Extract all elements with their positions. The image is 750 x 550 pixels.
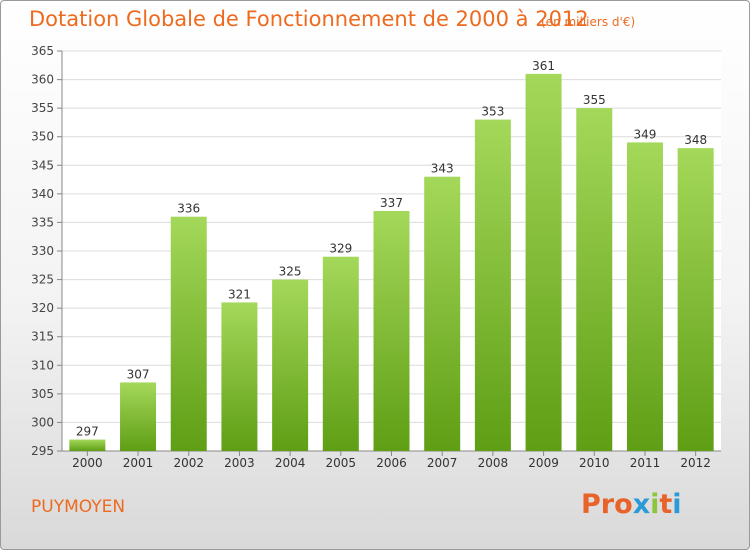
logo-letter: P bbox=[581, 489, 601, 520]
chart-subtitle: (en milliers d'€) bbox=[541, 15, 636, 29]
x-tick-label: 2004 bbox=[275, 456, 306, 470]
y-tick-label: 320 bbox=[31, 301, 54, 315]
x-tick-label: 2007 bbox=[427, 456, 458, 470]
bar bbox=[474, 119, 511, 452]
y-tick-label: 350 bbox=[31, 130, 54, 144]
x-tick-label: 2009 bbox=[528, 456, 559, 470]
x-tick-label: 2011 bbox=[630, 456, 661, 470]
y-tick-label: 330 bbox=[31, 244, 54, 258]
x-tick-label: 2003 bbox=[224, 456, 255, 470]
bar-value-label: 343 bbox=[431, 162, 454, 176]
bar bbox=[424, 176, 461, 451]
y-tick-label: 310 bbox=[31, 358, 54, 372]
bar bbox=[69, 439, 106, 451]
y-tick-label: 315 bbox=[31, 330, 54, 344]
bar-value-label: 361 bbox=[532, 59, 555, 73]
bar-value-label: 348 bbox=[684, 133, 707, 147]
bar-value-label: 329 bbox=[329, 242, 352, 256]
y-tick-label: 365 bbox=[31, 44, 54, 58]
x-tick-label: 2005 bbox=[326, 456, 357, 470]
bar-value-label: 355 bbox=[583, 93, 606, 107]
x-tick-label: 2008 bbox=[478, 456, 509, 470]
logo-letter: r bbox=[600, 489, 615, 520]
bar bbox=[272, 279, 309, 451]
bar bbox=[170, 216, 207, 451]
y-tick-label: 325 bbox=[31, 273, 54, 287]
bar-value-label: 297 bbox=[76, 425, 99, 439]
x-tick-label: 2006 bbox=[376, 456, 407, 470]
bar bbox=[120, 382, 157, 451]
chart-title: Dotation Globale de Fonctionnement de 20… bbox=[29, 7, 589, 31]
x-tick-label: 2012 bbox=[680, 456, 711, 470]
bar bbox=[221, 302, 258, 451]
y-tick-label: 295 bbox=[31, 444, 54, 458]
bar bbox=[373, 211, 410, 451]
y-tick-label: 335 bbox=[31, 215, 54, 229]
bar-value-label: 307 bbox=[127, 367, 150, 381]
bar bbox=[677, 148, 714, 451]
commune-name: PUYMOYEN bbox=[31, 497, 126, 517]
bar bbox=[626, 142, 663, 451]
logo-letter: i bbox=[650, 489, 660, 520]
bar bbox=[525, 73, 562, 451]
y-tick-label: 345 bbox=[31, 158, 54, 172]
y-tick-label: 360 bbox=[31, 73, 54, 87]
logo-letter: i bbox=[672, 489, 682, 520]
bar-value-label: 337 bbox=[380, 196, 403, 210]
bar bbox=[576, 108, 613, 452]
x-tick-label: 2010 bbox=[579, 456, 610, 470]
logo-letter: t bbox=[659, 489, 673, 520]
bar bbox=[322, 256, 359, 451]
proxiti-logo[interactable]: Proxiti bbox=[581, 489, 682, 520]
x-tick-label: 2001 bbox=[123, 456, 154, 470]
logo-letter: x bbox=[632, 489, 651, 520]
y-tick-label: 340 bbox=[31, 187, 54, 201]
y-tick-label: 305 bbox=[31, 387, 54, 401]
bar-value-label: 353 bbox=[481, 105, 504, 119]
bar-chart: 295 300 305 310 315 320 325 330 335 340 345 350 355 3… bbox=[31, 44, 721, 470]
bar-value-label: 325 bbox=[279, 265, 302, 279]
bar-value-label: 349 bbox=[634, 127, 657, 141]
x-tick-label: 2002 bbox=[173, 456, 204, 470]
y-tick-label: 300 bbox=[31, 415, 54, 429]
logo-letter: o bbox=[614, 489, 633, 520]
bar-value-label: 321 bbox=[228, 287, 251, 301]
x-tick-label: 2000 bbox=[72, 456, 103, 470]
bar-value-label: 336 bbox=[177, 202, 200, 216]
y-tick-label: 355 bbox=[31, 101, 54, 115]
